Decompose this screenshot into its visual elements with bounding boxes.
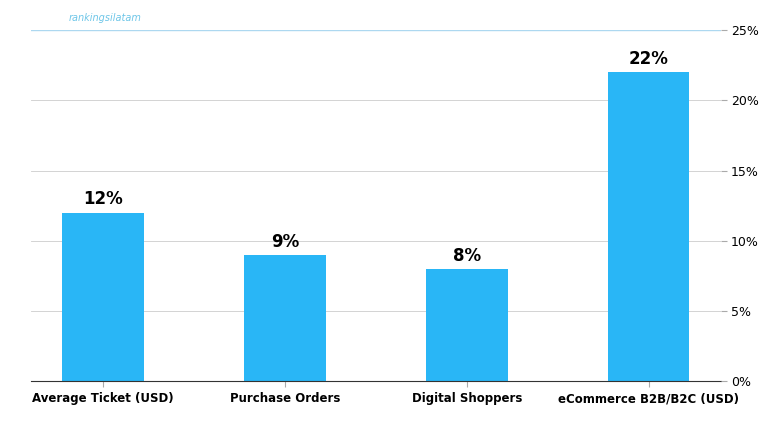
Text: 22%: 22% [629,50,669,68]
Bar [244,255,326,381]
Bar [425,269,508,381]
Text: 9%: 9% [271,233,299,251]
Bar [608,72,690,381]
Text: 8%: 8% [453,247,480,265]
Text: rankingsilatam: rankingsilatam [69,13,142,23]
Text: 12%: 12% [84,191,123,208]
Bar [62,213,144,381]
